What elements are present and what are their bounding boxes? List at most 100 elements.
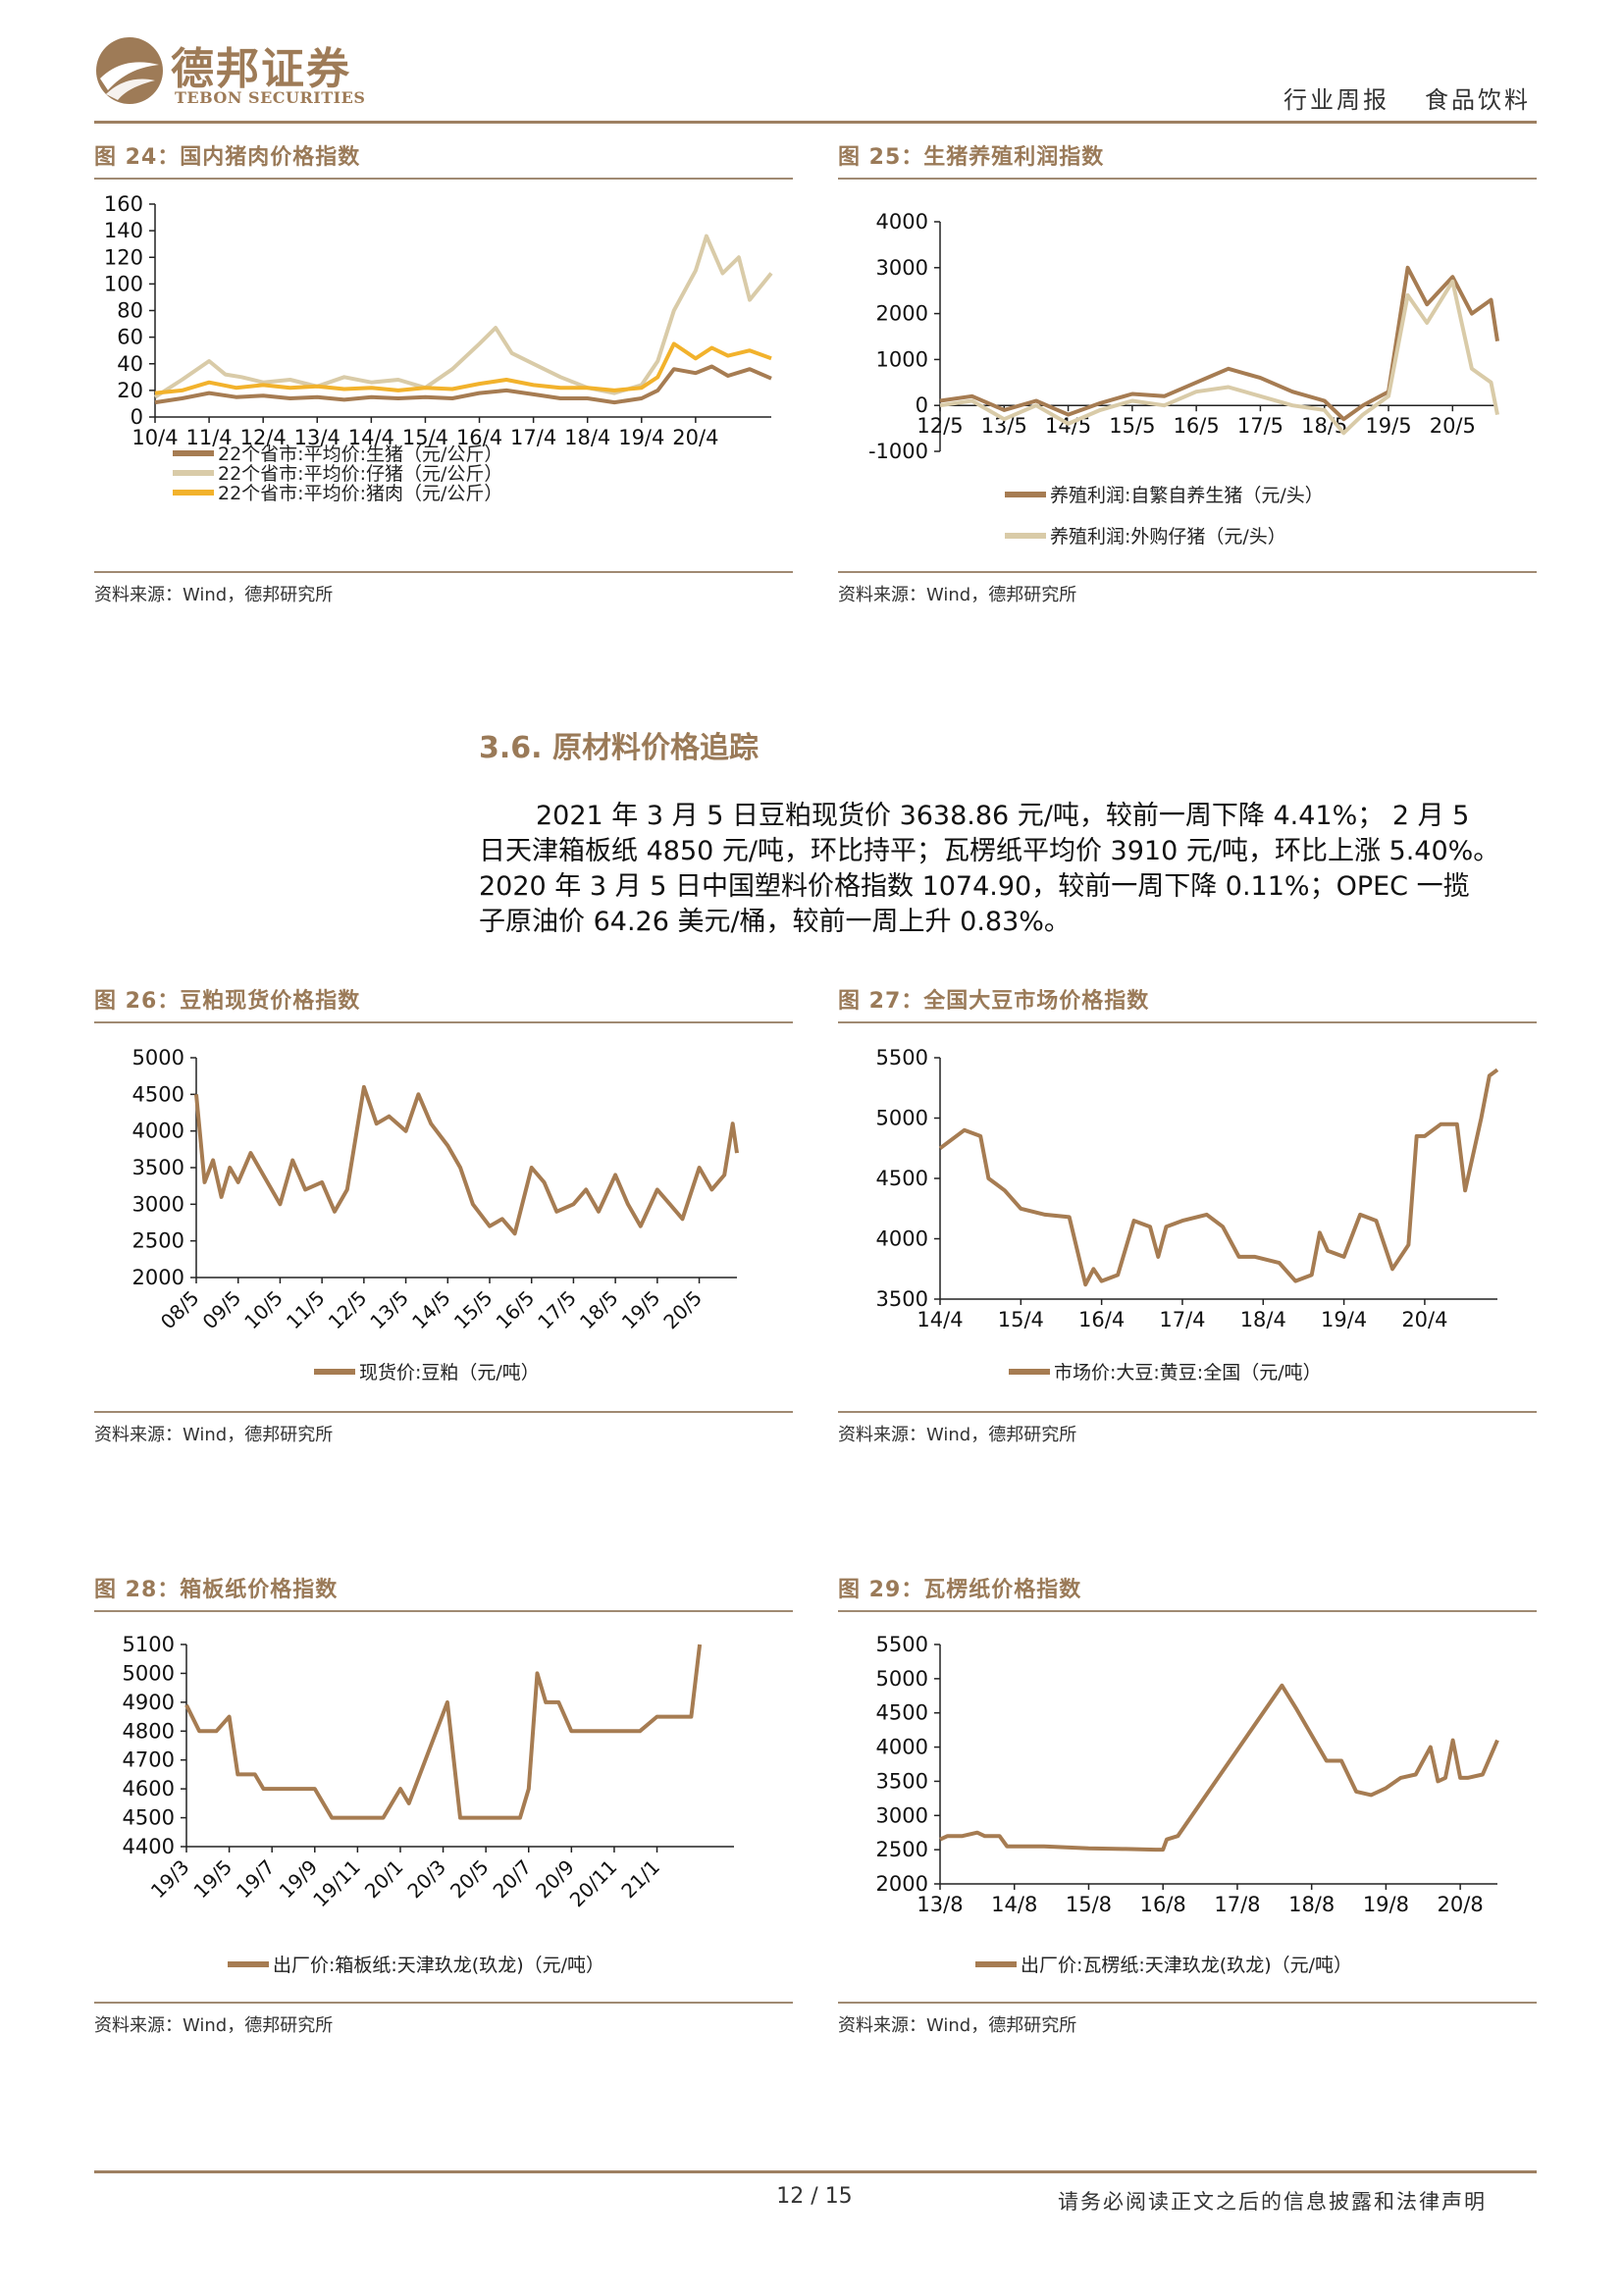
- y-tick-label: 3500: [132, 1156, 184, 1179]
- fig26-title-rule: [94, 1021, 793, 1023]
- fig24-chart: 0 20 40 60 80 100 120 140 160 10/4 11/4 12/4 13/4 14/…: [94, 186, 793, 559]
- x-tick-label: 20/5: [658, 1286, 707, 1334]
- fig27-title: 图 27：全国大豆市场价格指数: [838, 983, 1149, 1015]
- legend-label: 22个省市:平均价:生猪（元/公斤）: [218, 444, 502, 465]
- x-tick-label: 19/3: [146, 1855, 194, 1904]
- fig24-title: 图 24：国内猪肉价格指数: [94, 139, 360, 171]
- y-tick-label: 140: [104, 219, 143, 242]
- fig28-chart: 4400 4500 4600 4700 4800 4900 5000 5100 19/319/5…: [94, 1619, 793, 1984]
- y-tick-label: 120: [104, 245, 143, 269]
- y-tick-label: 80: [117, 299, 143, 323]
- x-tick-label: 12/5: [324, 1286, 372, 1334]
- y-tick-label: 40: [117, 352, 143, 376]
- legend-label: 出厂价:箱板纸:天津玖龙(玖龙)（元/吨）: [273, 1955, 604, 1976]
- fig24-title-rule: [94, 178, 793, 180]
- series-line-1: [940, 1070, 1497, 1284]
- fig25-title-rule: [838, 178, 1537, 180]
- fig29-title: 图 29：瓦楞纸价格指数: [838, 1572, 1081, 1603]
- x-tick-label: 19/5: [1365, 414, 1411, 438]
- x-tick-label: 15/4: [998, 1308, 1044, 1331]
- fig28-source-rule: [94, 2002, 793, 2004]
- x-tick-label: 17/5: [1237, 414, 1283, 438]
- x-tick-label: 18/5: [575, 1286, 623, 1334]
- legend-label: 出厂价:瓦楞纸:天津玖龙(玖龙)（元/吨）: [1021, 1955, 1352, 1976]
- x-tick-label: 20/3: [402, 1855, 450, 1904]
- tebon-logo-icon: [94, 35, 165, 106]
- fig29-title-rule: [838, 1610, 1537, 1612]
- x-tick-label: 14/8: [991, 1893, 1037, 1916]
- x-tick-label: 16/4: [1078, 1308, 1125, 1331]
- fig28-title: 图 28：箱板纸价格指数: [94, 1572, 338, 1603]
- y-tick-label: 5500: [876, 1046, 928, 1070]
- y-tick-label: 2500: [132, 1229, 184, 1253]
- y-tick-label: 4000: [876, 1227, 928, 1251]
- legend-label: 市场价:大豆:黄豆:全国（元/吨）: [1054, 1362, 1322, 1383]
- logo-text-cn: 德邦证券: [171, 33, 351, 96]
- x-tick-label: 19/4: [1321, 1308, 1367, 1331]
- x-tick-label: 10/5: [239, 1286, 288, 1334]
- x-tick-label: 20/1: [360, 1855, 408, 1904]
- y-tick-label: 3000: [132, 1192, 184, 1216]
- footer-rule: [94, 2170, 1537, 2173]
- fig29-source: 资料来源：Wind，德邦研究所: [838, 2011, 1076, 2037]
- y-tick-label: 4500: [132, 1082, 184, 1106]
- x-tick-label: 20/5: [445, 1855, 494, 1904]
- x-tick-label: 11/5: [282, 1286, 330, 1334]
- x-tick-label: 20/4: [1401, 1308, 1447, 1331]
- x-tick-label: 18/4: [1240, 1308, 1286, 1331]
- fig27-source: 资料来源：Wind，德邦研究所: [838, 1421, 1076, 1446]
- x-tick-label: 14/5: [407, 1286, 455, 1334]
- x-tick-label: 19/11: [308, 1855, 365, 1912]
- x-tick-label: 20/7: [489, 1855, 537, 1904]
- fig27-chart: 3500 4000 4500 5000 5500 14/4 15/4 16/4 17/4 18/4…: [838, 1030, 1537, 1393]
- x-tick-label: 16/5: [492, 1286, 540, 1334]
- y-tick-label: 4000: [132, 1120, 184, 1143]
- paragraph-line: 2021 年 3 月 5 日豆粕现货价 3638.86 元/吨，较前一周下降 4…: [479, 799, 1544, 834]
- x-tick-label: 20/11: [565, 1855, 622, 1912]
- y-tick-label: 4500: [876, 1701, 928, 1725]
- y-tick-label: 5000: [132, 1046, 184, 1070]
- y-tick-label: 4600: [123, 1777, 175, 1800]
- fig27-title-rule: [838, 1021, 1537, 1023]
- paragraph-line: 日天津箱板纸 4850 元/吨，环比持平；瓦楞纸平均价 3910 元/吨，环比上…: [479, 834, 1544, 869]
- x-tick-label: 17/8: [1214, 1893, 1260, 1916]
- y-tick-label: 100: [104, 272, 143, 295]
- fig28-source: 资料来源：Wind，德邦研究所: [94, 2011, 333, 2037]
- section-title: 3.6. 原材料价格追踪: [479, 723, 759, 766]
- fig26-source: 资料来源：Wind，德邦研究所: [94, 1421, 333, 1446]
- y-tick-label: 3000: [876, 256, 928, 280]
- x-tick-label: 18/4: [564, 426, 610, 449]
- x-tick-label: 16/5: [1174, 414, 1220, 438]
- y-tick-label: 160: [104, 192, 143, 216]
- y-tick-label: 5000: [123, 1661, 175, 1685]
- x-tick-label: 19/8: [1363, 1893, 1409, 1916]
- fig24-source-rule: [94, 571, 793, 573]
- fig27-source-rule: [838, 1411, 1537, 1413]
- y-tick-label: 4500: [876, 1167, 928, 1190]
- footer-disclaimer: 请务必阅读正文之后的信息披露和法律声明: [1058, 2186, 1487, 2216]
- x-tick-label: 19/7: [232, 1855, 280, 1904]
- legend-label: 22个省市:平均价:猪肉（元/公斤）: [218, 483, 502, 504]
- x-tick-label: 19/5: [188, 1855, 236, 1904]
- y-tick-label: 3500: [876, 1769, 928, 1793]
- series-line-2: [155, 236, 771, 397]
- paragraph-line: 子原油价 64.26 美元/桶，较前一周上升 0.83%。: [479, 905, 1544, 940]
- y-tick-label: 4800: [123, 1719, 175, 1743]
- y-tick-label: 5100: [123, 1633, 175, 1656]
- legend-label: 22个省市:平均价:仔猪（元/公斤）: [218, 463, 502, 485]
- y-tick-label: 3000: [876, 1803, 928, 1827]
- x-tick-label: 15/8: [1066, 1893, 1112, 1916]
- fig28-title-rule: [94, 1610, 793, 1612]
- x-tick-label: 14/4: [917, 1308, 963, 1331]
- series-line-1: [186, 1644, 700, 1818]
- x-tick-label: 15/5: [449, 1286, 498, 1334]
- y-tick-label: 2000: [132, 1266, 184, 1289]
- logo-text-en: TEBON SECURITIES: [175, 88, 365, 107]
- y-tick-label: 5500: [876, 1633, 928, 1656]
- y-tick-label: -1000: [868, 440, 928, 463]
- fig26-chart: 200025003000350040004500500008/509/510/5…: [94, 1030, 793, 1393]
- y-tick-label: 4700: [123, 1748, 175, 1772]
- fig25-source-rule: [838, 571, 1537, 573]
- y-tick-label: 4000: [876, 1736, 928, 1759]
